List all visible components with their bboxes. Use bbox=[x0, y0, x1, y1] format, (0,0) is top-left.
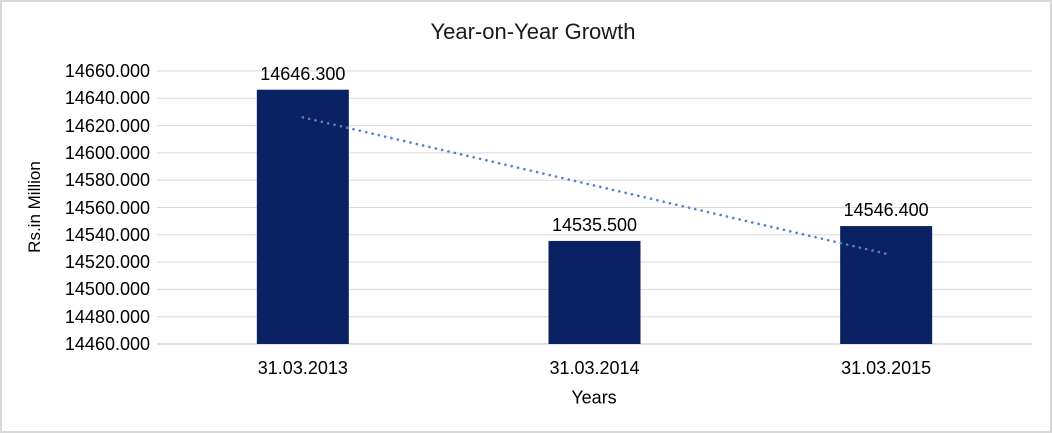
y-tick-label: 14620.000 bbox=[64, 115, 150, 136]
x-tick-label: 31.03.2015 bbox=[841, 358, 932, 378]
y-tick-label: 14520.000 bbox=[64, 252, 150, 273]
y-tick-label: 14540.000 bbox=[64, 224, 150, 245]
bar-data-label: 14535.500 bbox=[551, 214, 638, 235]
y-tick-label: 14460.000 bbox=[64, 334, 150, 354]
x-tick-label: 31.03.2013 bbox=[257, 358, 348, 378]
y-tick-label: 14500.000 bbox=[64, 279, 150, 300]
x-tick-label: 31.03.2014 bbox=[549, 358, 640, 378]
bar-31.03.2014 bbox=[548, 240, 641, 344]
chart-title: Year-on-Year Growth bbox=[430, 19, 636, 44]
y-tick-label: 14600.000 bbox=[64, 142, 150, 163]
y-tick-label: 14480.000 bbox=[64, 306, 150, 327]
y-tick-label: 14560.000 bbox=[64, 197, 150, 218]
trendline bbox=[301, 116, 888, 256]
bar-31.03.2013 bbox=[256, 89, 349, 344]
y-tick-label: 14580.000 bbox=[64, 170, 150, 191]
bar-data-label: 14546.400 bbox=[843, 200, 929, 221]
x-axis-title: Years bbox=[571, 387, 617, 408]
y-tick-label: 14660.000 bbox=[64, 61, 150, 81]
bar-31.03.2015 bbox=[840, 226, 933, 344]
y-tick-label: 14640.000 bbox=[64, 88, 150, 109]
bar-data-label: 14646.300 bbox=[260, 63, 346, 84]
